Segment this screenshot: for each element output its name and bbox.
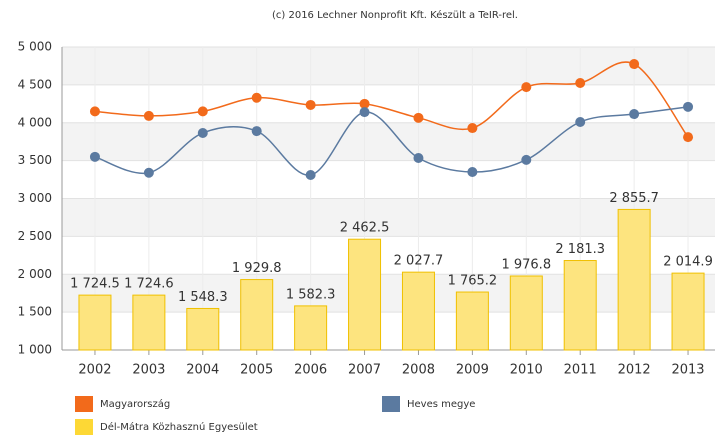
point [683,101,694,112]
data-label: 1 724.6 [124,277,174,292]
y-tick-label: 3 000 [18,191,52,205]
legend-label: Dél-Mátra Közhasznú Egyesület [100,421,258,433]
x-tick-label: 2003 [132,363,165,378]
x-tick-label: 2009 [456,363,489,378]
point [359,98,370,109]
x-tick-label: 2011 [564,363,597,378]
point [629,109,640,120]
bar [509,275,543,351]
x-tick-label: 2004 [186,363,219,378]
legend-swatch [382,396,400,412]
x-tick-label: 2005 [240,363,273,378]
point [305,170,316,181]
legend-swatch [75,419,93,435]
y-tick-label: 1 500 [18,305,52,319]
grid-band [62,122,715,161]
point [575,116,586,127]
legend-label: Heves megye [407,399,475,410]
data-label: 2 014.9 [663,255,713,270]
data-label: 2 855.7 [609,191,659,206]
x-tick-label: 2010 [510,363,543,378]
grid-band [62,274,715,313]
bar [617,208,651,351]
bar [348,238,382,351]
y-tick-label: 2 000 [18,267,52,281]
point [143,167,154,178]
point [521,82,532,93]
chart-title: (c) 2016 Lechner Nonprofit Kft. Készült … [272,9,518,21]
point [89,106,100,117]
point [683,132,694,143]
point [197,106,208,117]
x-tick-label: 2007 [348,363,381,378]
point [89,151,100,162]
x-tick-label: 2006 [294,363,327,378]
data-label: 1 724.5 [70,277,120,292]
point [251,92,262,103]
y-tick-label: 4 500 [18,77,52,91]
point [575,77,586,88]
point [467,166,478,177]
x-tick-label: 2002 [78,363,111,378]
bar [132,294,166,351]
data-label: 2 181.3 [555,242,605,257]
legend-label: Magyarország [100,398,170,410]
point [413,152,424,163]
bar [563,260,597,351]
point [197,127,208,138]
bar [186,307,220,351]
bar [240,279,274,351]
data-label: 2 027.7 [394,254,444,269]
y-tick-label: 1 000 [18,343,52,357]
data-label: 1 929.8 [232,261,282,276]
grid-band [62,198,715,237]
point [629,59,640,70]
data-label: 1 582.3 [286,287,336,302]
point [521,154,532,165]
x-tick-label: 2008 [402,363,435,378]
point [251,126,262,137]
point [359,107,370,118]
bar [78,294,112,351]
data-label: 2 462.5 [340,221,390,236]
data-label: 1 548.3 [178,290,228,305]
bar [455,291,489,351]
bar [401,271,435,351]
point [413,112,424,123]
x-tick-label: 2012 [618,363,651,378]
legend-swatch [75,396,93,412]
y-tick-label: 2 500 [18,229,52,243]
grid-band [62,47,715,85]
point [143,110,154,121]
x-tick-label: 2013 [671,363,704,378]
y-tick-label: 5 000 [18,40,52,54]
data-label: 1 976.8 [501,258,551,273]
bar [294,305,328,351]
y-tick-label: 3 500 [18,153,52,167]
bar [671,272,705,351]
point [305,99,316,110]
y-tick-label: 4 000 [18,115,52,129]
point [467,123,478,134]
data-label: 1 765.2 [448,274,498,289]
